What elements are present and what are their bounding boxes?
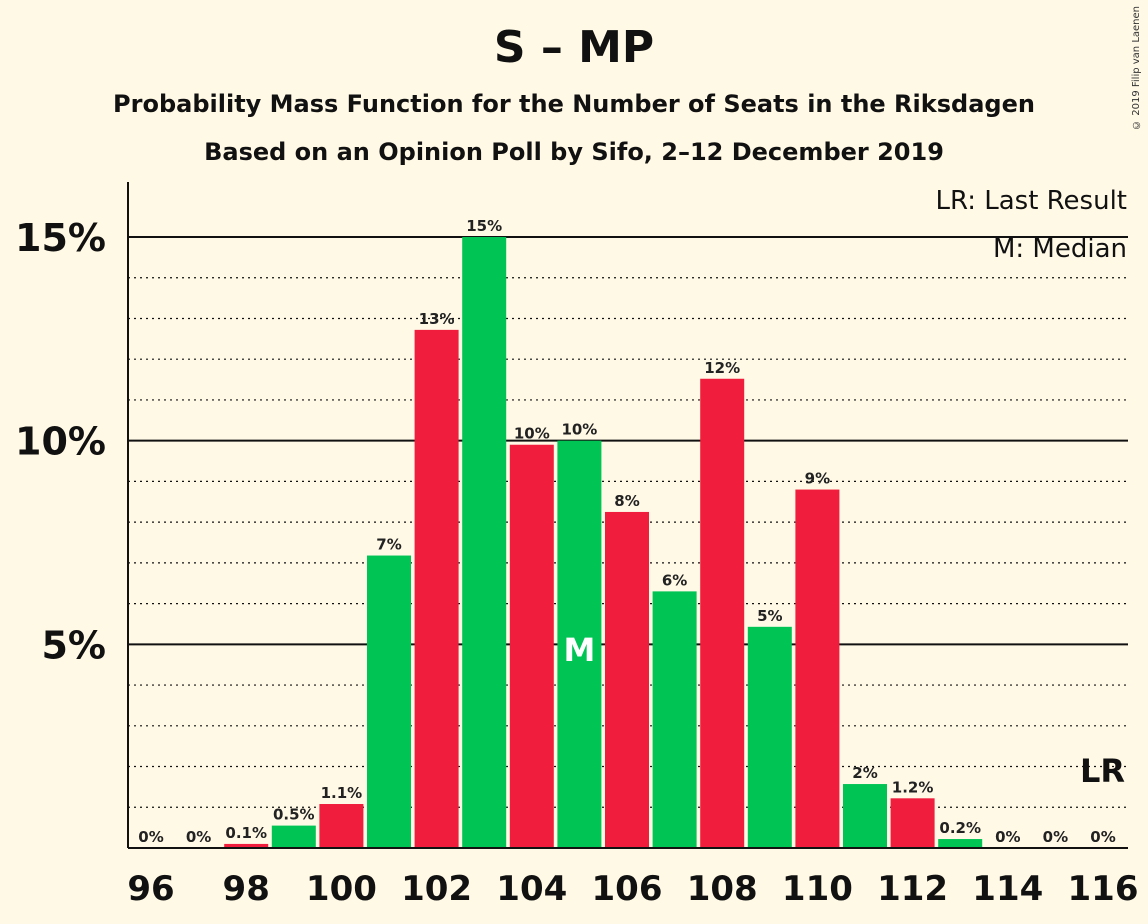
bar-seat-104 — [509, 444, 554, 848]
bar-seat-99 — [271, 825, 316, 848]
data-label: 1.2% — [892, 778, 934, 796]
data-label: 0.5% — [273, 806, 315, 824]
x-tick-label: 116 — [1068, 869, 1139, 909]
bar-seat-105 — [557, 440, 602, 848]
x-tick-label: 102 — [401, 869, 472, 909]
data-label: 2% — [852, 764, 877, 782]
data-label: 0% — [1043, 828, 1068, 846]
data-label: 15% — [466, 217, 502, 235]
legend-last-result: LR: Last Result — [935, 186, 1127, 216]
bar-seat-102 — [414, 329, 459, 848]
x-tick-label: 110 — [782, 869, 853, 909]
data-label: 0.2% — [939, 819, 981, 837]
bar-seat-111 — [843, 784, 887, 848]
x-tick-label: 104 — [496, 869, 567, 909]
chart-title: S – MP — [493, 22, 655, 73]
bar-seat-110 — [795, 489, 840, 848]
last-result-marker: LR — [1080, 752, 1125, 790]
data-label: 0.1% — [225, 824, 267, 842]
data-label: 0% — [995, 828, 1020, 846]
data-label: 0% — [138, 828, 163, 846]
y-tick-label: 5% — [41, 623, 106, 667]
bar-seat-112 — [890, 798, 935, 848]
bar-seat-98 — [224, 843, 269, 848]
bar-seat-107 — [652, 591, 697, 848]
bar-seat-101 — [367, 555, 411, 848]
data-label: 10% — [514, 425, 550, 443]
data-label: 8% — [614, 492, 639, 510]
y-tick-label: 10% — [15, 420, 106, 464]
x-tick-label: 114 — [972, 869, 1043, 909]
data-labels: 0% 0% 0.1% 0.5% 1.1% 7% 13% 15% 10% 10% 8% 6% 12% 5% 9… — [138, 217, 1125, 846]
data-label: 12% — [704, 359, 740, 377]
bar-seat-100 — [319, 804, 364, 848]
x-tick-label: 98 — [223, 869, 270, 909]
data-label: 10% — [561, 421, 597, 439]
x-tick-label: 106 — [592, 869, 663, 909]
bar-seat-103 — [462, 237, 507, 848]
x-tick-label: 96 — [127, 869, 174, 909]
bar-seat-113 — [938, 839, 983, 848]
data-label: 0% — [186, 828, 211, 846]
bar-seat-106 — [605, 511, 649, 848]
data-label: 0% — [1090, 828, 1115, 846]
data-label: 1.1% — [321, 784, 363, 802]
chart-subtitle-1: Probability Mass Function for the Number… — [113, 90, 1035, 118]
x-tick-label: 108 — [687, 869, 758, 909]
x-tick-label: 112 — [877, 869, 948, 909]
bar-seat-109 — [747, 626, 792, 848]
axes: 5% 10% 15% 96 98 100 102 104 106 108 110 112 114 116 — [15, 182, 1138, 909]
legend-median: M: Median — [993, 234, 1127, 264]
bars — [224, 237, 983, 848]
data-label: 7% — [376, 536, 401, 554]
bar-seat-108 — [700, 378, 745, 848]
chart-subtitle-2: Based on an Opinion Poll by Sifo, 2–12 D… — [204, 138, 944, 166]
y-tick-label: 15% — [15, 216, 106, 260]
data-label: 13% — [419, 310, 455, 328]
median-marker: M — [563, 631, 595, 669]
data-label: 6% — [662, 571, 687, 589]
data-label: 9% — [805, 470, 830, 488]
data-label: 5% — [757, 607, 782, 625]
x-tick-label: 100 — [306, 869, 377, 909]
